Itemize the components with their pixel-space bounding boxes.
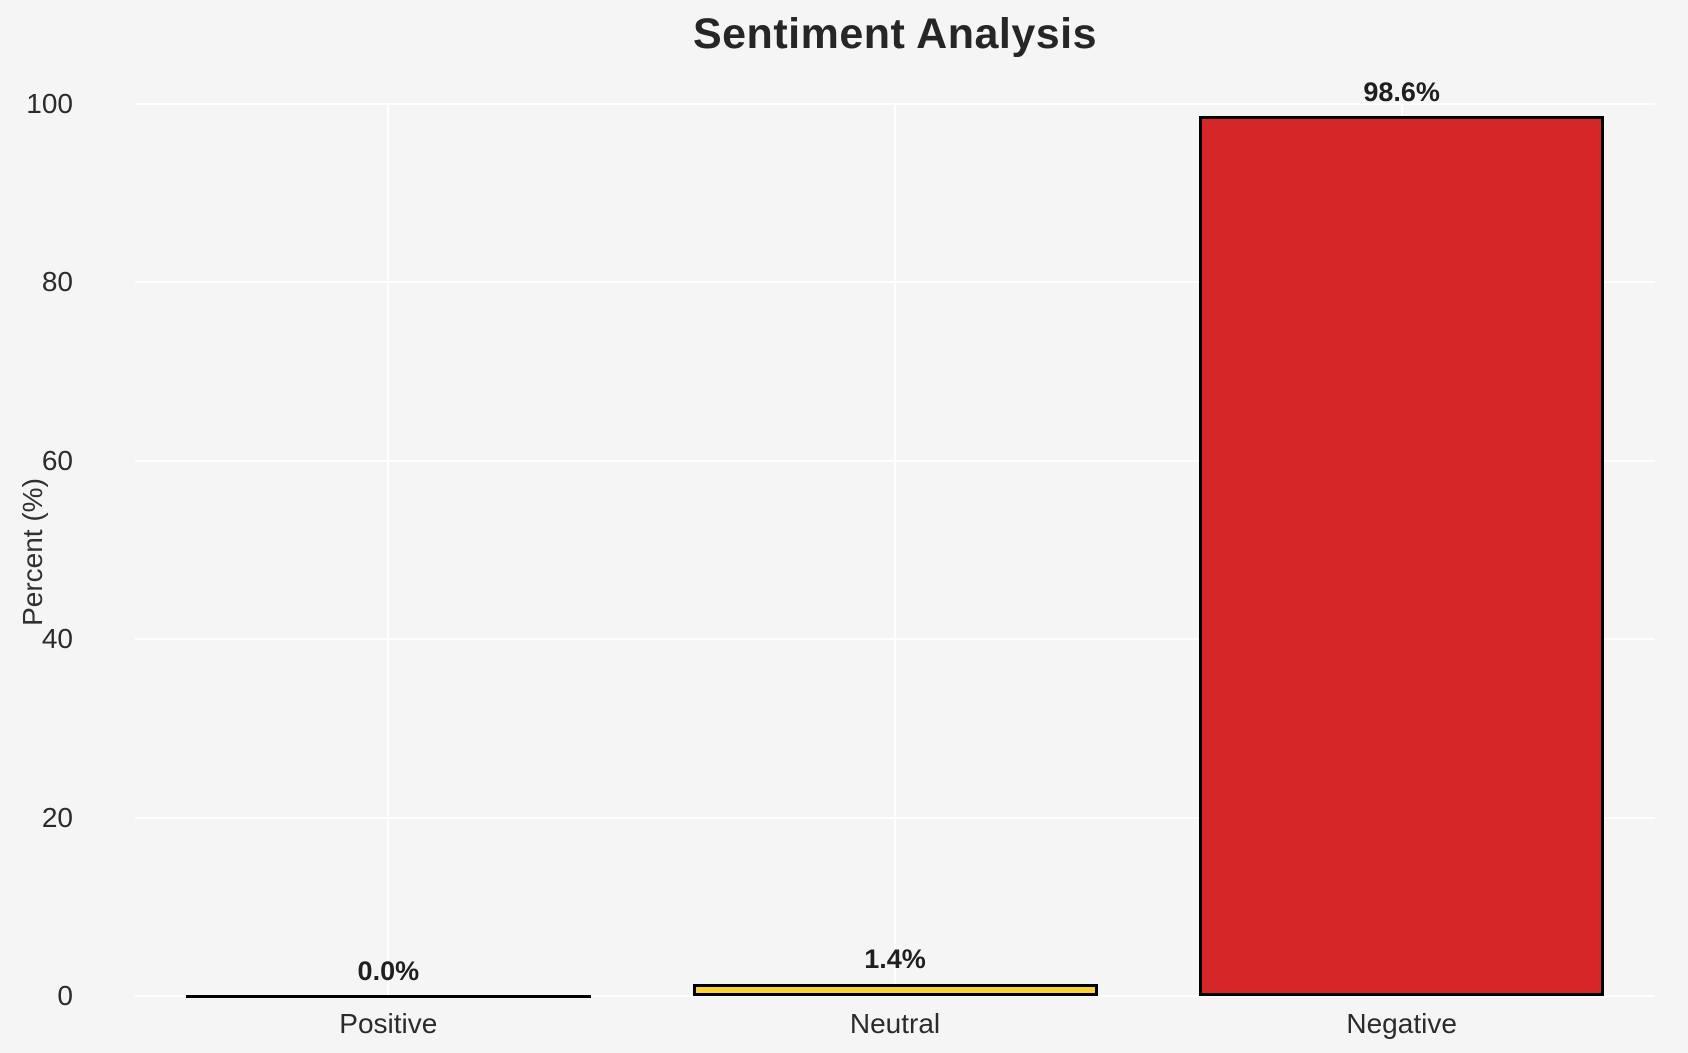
ytick-label-20: 20 — [41, 801, 73, 833]
value-label-negative: 98.6% — [1363, 76, 1440, 107]
bar-negative — [1199, 116, 1605, 996]
ytick-label-0: 0 — [57, 980, 73, 1011]
gridline-x-positive — [387, 104, 390, 996]
chart-title: Sentiment Analysis — [692, 10, 1098, 58]
value-label-neutral: 1.4% — [864, 943, 926, 974]
y-axis-label: Percent (%) — [17, 478, 48, 626]
category-label-negative: Negative — [1346, 1008, 1457, 1039]
bar-positive — [185, 995, 591, 998]
gridline-y-0 — [135, 995, 1655, 997]
gridline-x-neutral — [894, 104, 896, 996]
ytick-label-100: 100 — [26, 88, 73, 119]
ytick-label-40: 40 — [41, 623, 73, 655]
plot-area: 0 20 40 60 80 100 0.0% Positive 1.4% Neutral 98.6%… — [26, 77, 1655, 1039]
value-label-positive: 0.0% — [357, 956, 420, 986]
category-label-positive: Positive — [339, 1008, 438, 1039]
ytick-label-60: 60 — [41, 444, 73, 476]
ytick-label-80: 80 — [41, 266, 73, 298]
category-label-neutral: Neutral — [849, 1008, 941, 1039]
bar-neutral — [692, 983, 1098, 996]
